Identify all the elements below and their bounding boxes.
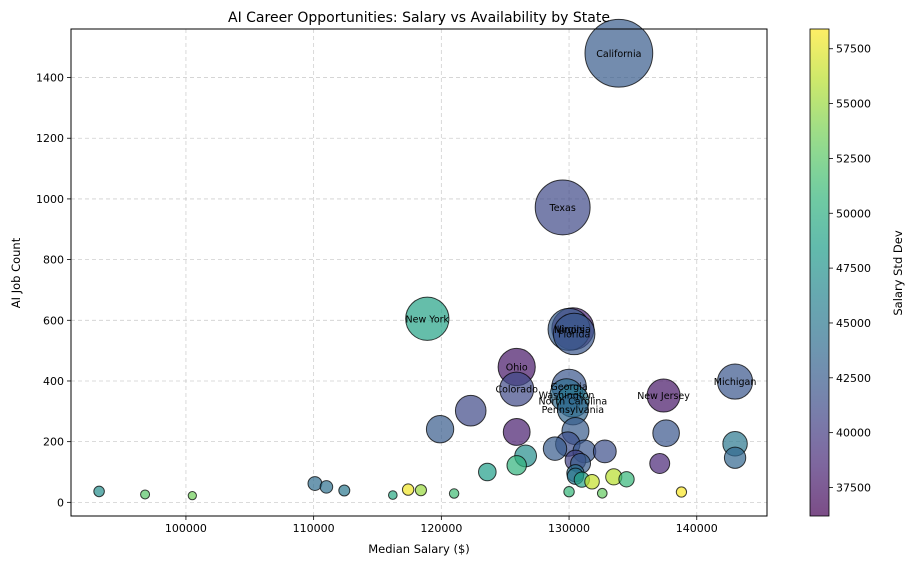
y-tick-label: 0 xyxy=(57,496,64,509)
data-point xyxy=(618,471,635,488)
colorbar-tick-label: 50000 xyxy=(836,207,871,220)
data-point xyxy=(675,486,688,498)
colorbar-frame xyxy=(809,28,830,517)
data-point xyxy=(338,484,351,497)
data-point xyxy=(319,480,334,494)
y-tick-label: 600 xyxy=(43,314,64,327)
data-point xyxy=(454,394,487,427)
labels-layer: California Texas New York IllinoisVirginiaF… xyxy=(406,49,757,416)
point-label: New Jersey xyxy=(637,391,690,402)
data-point xyxy=(307,476,323,491)
data-point xyxy=(717,363,754,400)
data-point xyxy=(652,419,680,447)
point-label: Ohio xyxy=(506,363,528,374)
point-label: Pennsylvania xyxy=(542,405,604,416)
colorbar-tick-label: 52500 xyxy=(836,152,871,165)
x-tick-label: 130000 xyxy=(548,522,590,535)
data-point xyxy=(596,487,608,499)
colorbar-tick-label: 57500 xyxy=(836,43,871,56)
colorbar: 37500 40000 42500 45000 47500 50000 52500 55000… xyxy=(809,28,871,517)
y-tick-label: 200 xyxy=(43,436,64,449)
data-point xyxy=(534,179,591,236)
point-label: Georgia xyxy=(550,382,587,393)
y-axis-label: AI Job Count xyxy=(9,237,23,308)
y-tick-label: 1200 xyxy=(36,132,64,145)
data-point xyxy=(187,491,197,501)
points-layer xyxy=(93,18,754,501)
point-label: Florida xyxy=(558,329,590,340)
point-label: Michigan xyxy=(714,377,757,388)
y-tick-label: 400 xyxy=(43,375,64,388)
plot-frame xyxy=(70,28,768,517)
data-point xyxy=(414,484,427,497)
y-tick-label: 1000 xyxy=(36,193,64,206)
data-point xyxy=(405,296,450,341)
x-tick-label: 140000 xyxy=(676,522,718,535)
data-point xyxy=(584,473,600,490)
x-tick-label: 100000 xyxy=(165,522,207,535)
x-tick-label: 110000 xyxy=(293,522,335,535)
data-point xyxy=(93,485,105,498)
data-point xyxy=(723,446,747,469)
data-point xyxy=(478,462,497,482)
data-point xyxy=(499,371,535,407)
data-point xyxy=(584,18,654,88)
y-tick-label: 800 xyxy=(43,254,64,267)
colorbar-tick-label: 40000 xyxy=(836,427,871,440)
data-point xyxy=(506,455,527,476)
data-point xyxy=(592,439,617,464)
axes-layer: 100000 110000 120000 130000 140000 0 200 400 600… xyxy=(36,28,768,535)
data-point xyxy=(502,418,531,446)
point-label: Colorado xyxy=(495,385,538,396)
colorbar-gradient xyxy=(810,29,829,516)
data-point xyxy=(425,415,455,444)
colorbar-tick-label: 37500 xyxy=(836,481,871,494)
data-point xyxy=(646,378,681,413)
colorbar-label: Salary Std Dev xyxy=(891,230,905,315)
y-tick-label: 1400 xyxy=(36,72,64,85)
point-label: North Carolina xyxy=(539,397,608,408)
point-label: Virginia xyxy=(555,324,591,335)
data-point xyxy=(448,488,460,499)
grid-layer xyxy=(71,29,767,516)
x-tick-label: 120000 xyxy=(420,522,462,535)
x-axis-label: Median Salary ($) xyxy=(368,542,470,556)
colorbar-tick-label: 42500 xyxy=(836,372,871,385)
data-point xyxy=(388,490,398,500)
data-point xyxy=(542,436,568,461)
point-label: California xyxy=(596,49,641,60)
point-label: Texas xyxy=(549,203,576,214)
point-label: Illinois xyxy=(554,325,584,336)
colorbar-tick-label: 45000 xyxy=(836,317,871,330)
colorbar-tick-label: 55000 xyxy=(836,98,871,111)
data-point xyxy=(563,486,575,498)
data-point xyxy=(649,453,671,474)
colorbar-tick-label: 47500 xyxy=(836,262,871,275)
data-point xyxy=(140,489,151,500)
point-label: New York xyxy=(406,314,450,325)
data-point xyxy=(401,483,415,496)
data-point xyxy=(552,312,596,356)
point-label: Washington xyxy=(539,391,595,402)
chart-title: AI Career Opportunities: Salary vs Avail… xyxy=(228,10,610,26)
